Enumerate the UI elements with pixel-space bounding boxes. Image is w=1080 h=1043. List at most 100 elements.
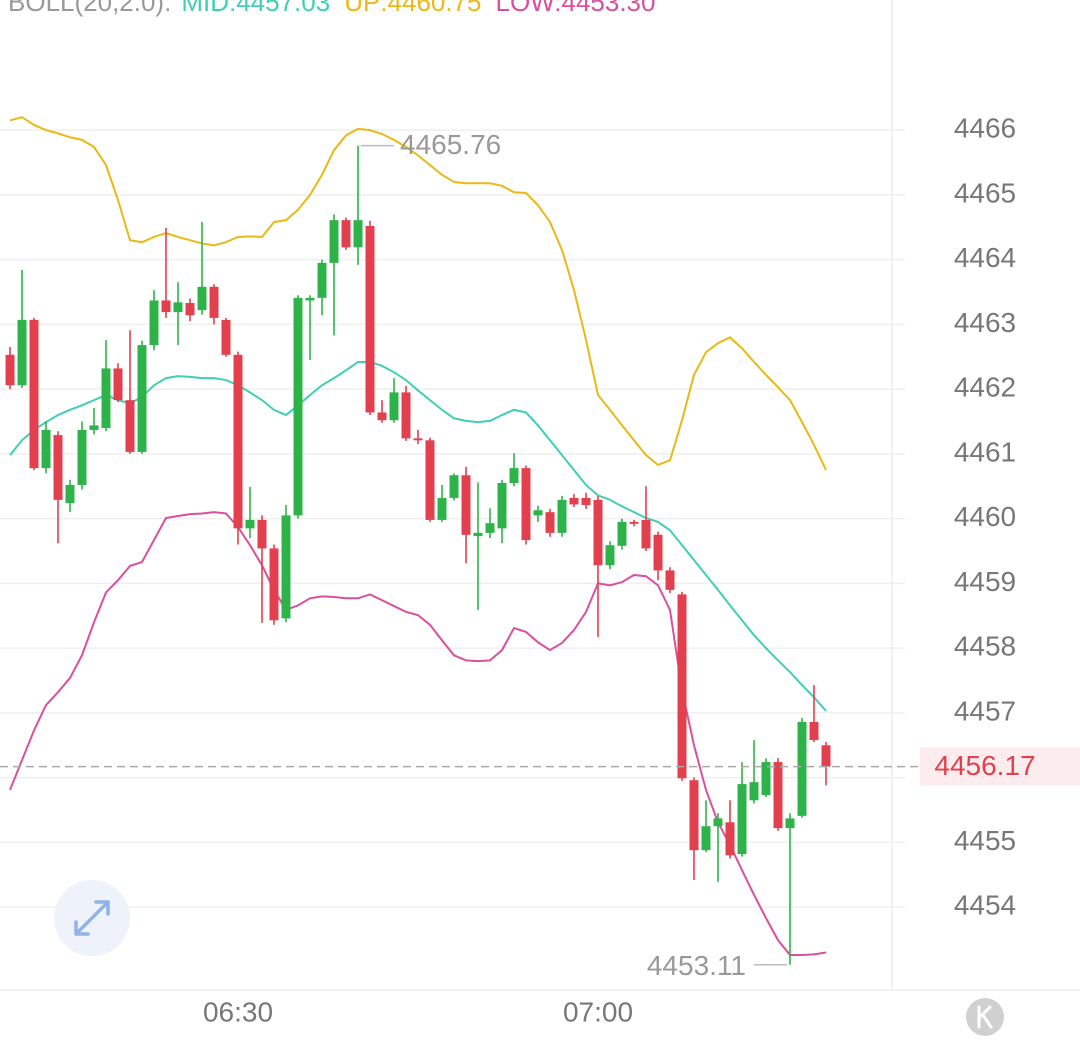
kline-icon[interactable] xyxy=(977,1005,993,1029)
candle-body xyxy=(389,392,399,421)
candle-body xyxy=(377,412,387,421)
candle-body xyxy=(437,497,447,520)
candle-body xyxy=(113,368,123,401)
candle-body xyxy=(761,762,771,796)
candle-body xyxy=(821,745,831,767)
candle-body xyxy=(737,784,747,855)
candle-body xyxy=(509,468,519,484)
candle-body xyxy=(617,521,627,546)
candle-body xyxy=(89,425,99,430)
y-tick-label: 4466 xyxy=(954,113,1016,144)
y-tick-label: 4461 xyxy=(954,436,1016,467)
candle-body xyxy=(137,345,147,452)
candle-body xyxy=(209,286,219,318)
candle-body xyxy=(809,721,819,741)
candle-body xyxy=(785,818,795,829)
legend-entry: UP:4460.75 xyxy=(344,0,481,17)
y-tick-label: 4463 xyxy=(954,307,1016,338)
candle-body xyxy=(473,532,483,537)
grid xyxy=(0,129,905,908)
band-line xyxy=(9,116,827,471)
candle-body xyxy=(713,818,723,827)
candle-body xyxy=(461,475,471,535)
candle-body xyxy=(317,262,327,298)
y-tick-label: 4455 xyxy=(954,825,1016,856)
candle-body xyxy=(53,435,63,500)
candle-body xyxy=(269,548,279,621)
candle-body xyxy=(725,822,735,856)
y-tick-label: 4454 xyxy=(954,890,1016,921)
candle-body xyxy=(5,354,15,386)
candle-body xyxy=(557,499,567,533)
y-tick-label: 4464 xyxy=(954,242,1016,273)
candle-body xyxy=(485,523,495,533)
last-price-label: 4456.17 xyxy=(934,750,1035,781)
candle-body xyxy=(185,303,195,316)
candle-body xyxy=(521,468,531,540)
candle-body xyxy=(365,225,375,413)
candle-body xyxy=(173,302,183,313)
low-annotation: 4453.11 xyxy=(647,950,746,981)
candle-body xyxy=(305,297,315,301)
legend-entry: LOW:4453.30 xyxy=(496,0,656,17)
candle-body xyxy=(701,826,711,851)
candle-body xyxy=(449,475,459,498)
candle-body xyxy=(341,220,351,248)
candle-body xyxy=(545,512,555,533)
candle-body xyxy=(629,521,639,524)
candle-body xyxy=(605,545,615,566)
candle-body xyxy=(101,368,111,428)
candle-body xyxy=(749,782,759,801)
candle-body xyxy=(677,594,687,779)
labels: 4454445544564457445844594460446144624463… xyxy=(0,113,1080,1027)
indicator-label: BOLL(20,2.0): xyxy=(8,0,171,17)
candle-body xyxy=(641,519,651,549)
legend-entry: MID:4457.03 xyxy=(181,0,330,17)
candle-body xyxy=(197,286,207,311)
kline-button[interactable] xyxy=(966,998,1004,1036)
expand-icon[interactable] xyxy=(74,900,110,936)
candle-body xyxy=(797,721,807,816)
candle-body xyxy=(41,429,51,469)
candle-body xyxy=(29,319,39,469)
candle-body xyxy=(581,497,591,506)
candle-body xyxy=(413,438,423,441)
candle-body xyxy=(569,497,579,505)
candle-body xyxy=(281,515,291,619)
candle-body xyxy=(65,484,75,504)
candle-body xyxy=(233,354,243,529)
candle-body xyxy=(689,780,699,851)
candle-body xyxy=(257,519,267,549)
candle-body xyxy=(665,570,675,590)
expand-button[interactable] xyxy=(54,880,130,956)
candle-body xyxy=(149,300,159,346)
candle-body xyxy=(425,440,435,520)
candle-body xyxy=(221,319,231,355)
high-annotation: 4465.76 xyxy=(400,129,501,160)
candle-body xyxy=(773,762,783,829)
last-price-box xyxy=(920,747,1080,786)
candle-body xyxy=(353,220,363,248)
y-tick-label: 4465 xyxy=(954,177,1016,208)
y-tick-label: 4458 xyxy=(954,631,1016,662)
y-tick-label: 4457 xyxy=(954,695,1016,726)
candle-body xyxy=(401,392,411,439)
candle-body xyxy=(293,297,303,516)
candles xyxy=(5,145,831,965)
candle-body xyxy=(161,300,171,313)
y-tick-label: 4459 xyxy=(954,566,1016,597)
y-tick-label: 4462 xyxy=(954,372,1016,403)
candle-body xyxy=(329,220,339,263)
candle-body xyxy=(533,510,543,516)
candle-body xyxy=(653,534,663,571)
x-tick-label: 06:30 xyxy=(203,996,273,1027)
candle-body xyxy=(497,483,507,529)
candle-body xyxy=(245,519,255,529)
y-tick-label: 4460 xyxy=(954,501,1016,532)
candle-body xyxy=(593,499,603,566)
band-line xyxy=(9,511,827,957)
candle-body xyxy=(17,319,27,386)
